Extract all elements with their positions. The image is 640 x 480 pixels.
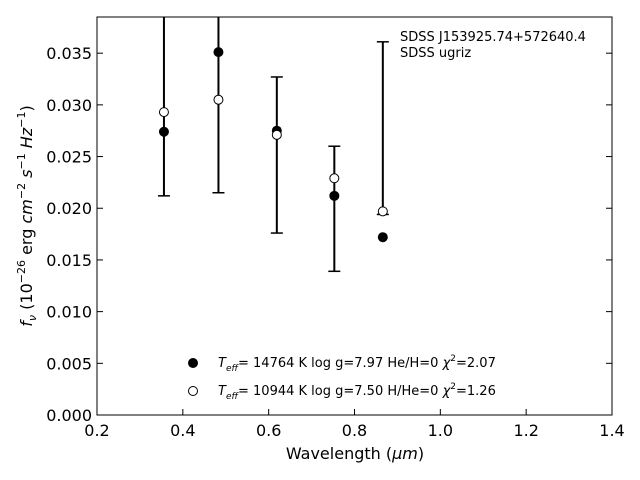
y-axis-ticks: 0.000 0.005 0.010 0.015 0.020 0.025 0.030 0.035 <box>46 44 612 425</box>
x-tick-label-5: 1.2 <box>513 421 538 440</box>
legend-filled-marker <box>188 358 198 368</box>
x-tick-label-1: 0.4 <box>170 421 195 440</box>
x-axis-ticks: 0.2 0.4 0.6 0.8 1.0 1.2 1.4 <box>84 409 625 440</box>
data-points <box>158 47 388 243</box>
point-filled-0 <box>158 126 169 137</box>
point-open-1 <box>213 94 224 105</box>
x-axis-label: Wavelength (μm) <box>286 444 424 463</box>
y-axis-label: fν (10−26 erg cm−2 s−1 Hz−1) <box>15 105 39 326</box>
x-tick-label-4: 1.0 <box>428 421 453 440</box>
legend-entry-2: Teff= 10944 K log g=7.50 H/He=0 χ2=1.26 <box>218 382 496 402</box>
x-tick-label-0: 0.2 <box>84 421 109 440</box>
y-tick-label-5: 0.025 <box>46 148 92 167</box>
point-open-2 <box>271 129 282 140</box>
photometry-annotation: SDSS ugriz <box>400 46 471 61</box>
legend-open-marker <box>188 386 198 396</box>
y-tick-label-3: 0.015 <box>46 251 92 270</box>
x-tick-label-2: 0.6 <box>256 421 281 440</box>
plot-background <box>97 17 612 415</box>
legend: Teff= 14764 K log g=7.97 He/H=0 χ2=2.07 … <box>188 354 496 402</box>
y-tick-label-4: 0.020 <box>46 199 92 218</box>
y-tick-label-2: 0.010 <box>46 303 92 322</box>
legend-entry-1: Teff= 14764 K log g=7.97 He/H=0 χ2=2.07 <box>218 354 496 374</box>
y-tick-label-7: 0.035 <box>46 44 92 63</box>
point-filled-1 <box>213 47 224 58</box>
object-name-annotation: SDSS J153925.74+572640.4 <box>400 30 586 45</box>
point-open-0 <box>158 107 169 118</box>
point-open-4 <box>377 206 388 217</box>
x-tick-label-6: 1.4 <box>599 421 624 440</box>
point-open-3 <box>329 173 340 184</box>
point-filled-3 <box>329 190 340 201</box>
x-tick-label-3: 0.8 <box>342 421 367 440</box>
point-filled-4 <box>377 232 388 243</box>
error-bars <box>157 17 389 273</box>
y-tick-label-6: 0.030 <box>46 96 92 115</box>
y-tick-label-1: 0.005 <box>46 354 92 373</box>
y-tick-label-0: 0.000 <box>46 406 92 425</box>
